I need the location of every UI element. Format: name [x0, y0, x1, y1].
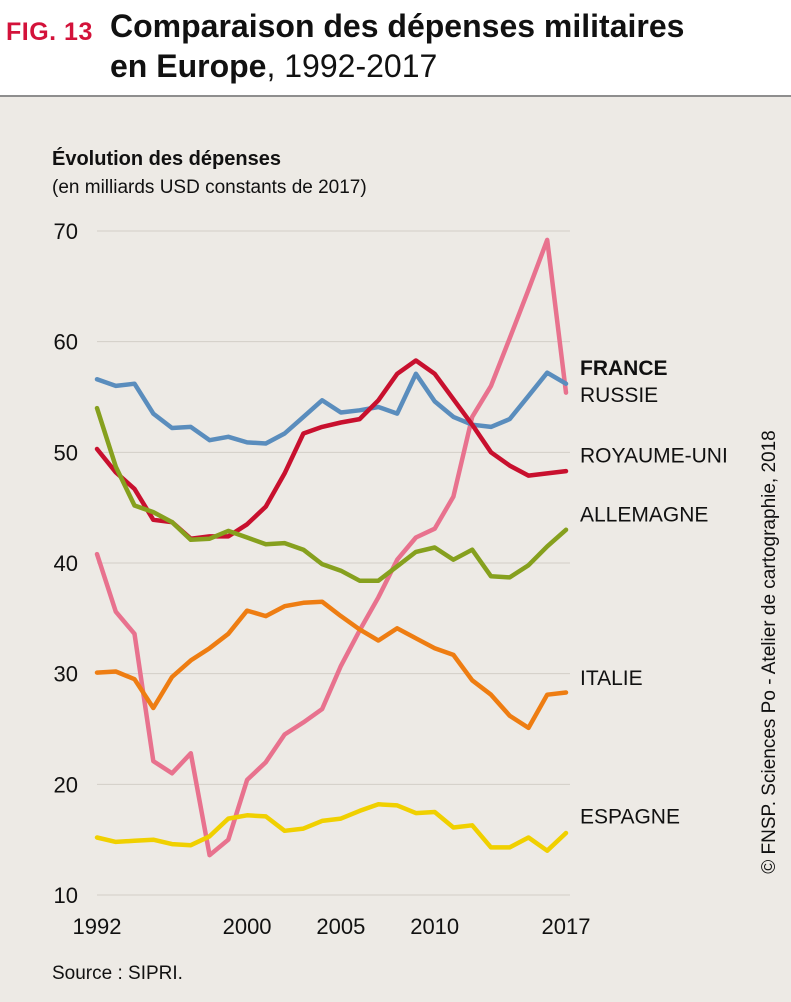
- copyright-credit: © FNSP. Sciences Po - Atelier de cartogr…: [759, 430, 780, 874]
- x-tick-2017: 2017: [542, 914, 591, 939]
- gridlines: [97, 230, 570, 896]
- figure-number: FIG. 13: [6, 18, 93, 46]
- series-label-france: FRANCE: [580, 357, 668, 380]
- y-axis-label-unit: (en milliards USD constants de 2017): [52, 177, 367, 198]
- x-tick-labels: 1992 2000 2005 2010 2017: [73, 914, 591, 939]
- series-label-italie: ITALIE: [580, 667, 643, 690]
- y-tick-10: 10: [54, 883, 78, 908]
- y-tick-30: 30: [54, 662, 78, 687]
- series-label-allemagne: ALLEMAGNE: [580, 503, 708, 526]
- series-line-france: [94, 370, 569, 446]
- series-labels: RUSSIE FRANCE ROYAUME-UNI ALLEMAGNE ITALIE ES…: [580, 357, 728, 828]
- chart-title-line1: Comparaison des dépenses militaires: [110, 8, 685, 44]
- y-tick-40: 40: [54, 551, 78, 576]
- chart-title-period: , 1992-2017: [266, 48, 438, 84]
- y-tick-20: 20: [54, 772, 78, 797]
- y-tick-60: 60: [54, 330, 78, 355]
- series-line-espagne: [94, 802, 569, 853]
- x-tick-2005: 2005: [316, 914, 365, 939]
- series-line-italie: [94, 599, 569, 731]
- y-axis-label-main: Évolution des dépenses: [52, 147, 281, 170]
- series-label-russie: RUSSIE: [580, 384, 658, 407]
- chart-title-line2: en Europe, 1992-2017: [110, 48, 437, 85]
- x-tick-2000: 2000: [223, 914, 272, 939]
- source-note: Source : SIPRI.: [52, 963, 183, 984]
- y-tick-50: 50: [54, 440, 78, 465]
- series-line-russie: [94, 237, 569, 858]
- x-tick-2010: 2010: [410, 914, 459, 939]
- chart-title-region: en Europe: [110, 48, 267, 84]
- series-label-royaume-uni: ROYAUME-UNI: [580, 445, 728, 468]
- series-lines: [94, 237, 569, 858]
- header: FIG. 13 Comparaison des dépenses militai…: [0, 0, 791, 97]
- y-tick-labels: 10 20 30 40 50 60 70: [54, 219, 78, 908]
- series-line-allemagne: [94, 405, 569, 583]
- series-label-espagne: ESPAGNE: [580, 805, 680, 828]
- series-line-royaume-uni: [94, 358, 569, 541]
- x-tick-1992: 1992: [73, 914, 122, 939]
- y-tick-70: 70: [54, 219, 78, 244]
